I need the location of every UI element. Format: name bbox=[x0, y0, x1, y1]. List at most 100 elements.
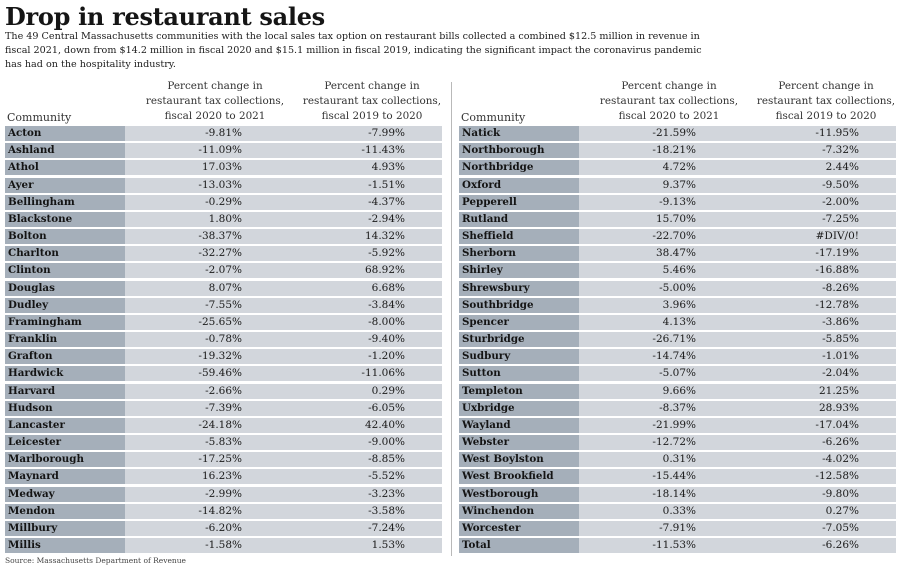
table-body: Natick -21.59% -11.95% Northborough -18.21% -… bbox=[459, 126, 896, 554]
value-fy2020-2021: 3.96% bbox=[662, 298, 696, 311]
table-row: Douglas 8.07% 6.68% bbox=[5, 280, 442, 296]
community-name: West Brookfield bbox=[459, 469, 579, 485]
table-row: Sutton -5.07% -2.04% bbox=[459, 366, 896, 382]
table-row: Athol 17.03% 4.93% bbox=[5, 160, 442, 176]
table-row: Bolton -38.37% 14.32% bbox=[5, 229, 442, 245]
value-fy2020-2021: -5.07% bbox=[659, 367, 696, 380]
table-row: Northborough -18.21% -7.32% bbox=[459, 143, 896, 159]
value-fy2019-2020: -11.95% bbox=[815, 127, 859, 139]
value-fy2020-2021: -2.66% bbox=[205, 384, 242, 397]
value-fy2020-2021: 4.72% bbox=[662, 161, 696, 174]
value-fy2019-2020: 0.29% bbox=[371, 384, 405, 397]
value-fy2020-2021: 38.47% bbox=[655, 247, 696, 260]
table-row: Grafton -19.32% -1.20% bbox=[5, 349, 442, 365]
value-cells: 4.72% 2.44% bbox=[579, 160, 896, 176]
value-fy2020-2021: 4.13% bbox=[662, 315, 696, 328]
value-fy2019-2020: -8.00% bbox=[368, 315, 405, 328]
value-cells: 16.23% -5.52% bbox=[125, 469, 442, 485]
community-name: Bellingham bbox=[5, 194, 125, 210]
value-fy2019-2020: -11.43% bbox=[361, 144, 405, 157]
value-fy2020-2021: -22.70% bbox=[652, 230, 696, 243]
value-fy2019-2020: 4.93% bbox=[371, 161, 405, 174]
value-fy2019-2020: 21.25% bbox=[818, 384, 859, 397]
community-name: Douglas bbox=[5, 280, 125, 296]
value-fy2019-2020: 68.92% bbox=[364, 264, 405, 277]
value-fy2020-2021: -26.71% bbox=[652, 333, 696, 346]
value-fy2019-2020: -4.02% bbox=[822, 453, 859, 466]
value-fy2020-2021: -21.99% bbox=[652, 418, 696, 431]
value-fy2019-2020: -6.05% bbox=[368, 401, 405, 414]
community-name: Acton bbox=[5, 126, 125, 141]
value-cells: -7.91% -7.05% bbox=[579, 520, 896, 536]
table-header: Community Percent change in restaurant t… bbox=[5, 78, 442, 126]
value-fy2020-2021: -59.46% bbox=[198, 367, 242, 380]
value-cells: -2.99% -3.23% bbox=[125, 486, 442, 502]
value-cells: -14.74% -1.01% bbox=[579, 349, 896, 365]
value-fy2019-2020: 42.40% bbox=[364, 418, 405, 431]
table-row: West Brookfield -15.44% -12.58% bbox=[459, 469, 896, 485]
table-row: Hudson -7.39% -6.05% bbox=[5, 400, 442, 416]
value-fy2020-2021: -6.20% bbox=[205, 521, 242, 534]
value-cells: -2.07% 68.92% bbox=[125, 263, 442, 279]
community-name: Bolton bbox=[5, 229, 125, 245]
community-name: Southbridge bbox=[459, 297, 579, 313]
source-note: Source: Massachusetts Department of Reve… bbox=[5, 556, 186, 565]
value-cells: 5.46% -16.88% bbox=[579, 263, 896, 279]
value-cells: -5.00% -8.26% bbox=[579, 280, 896, 296]
community-name: Wayland bbox=[459, 417, 579, 433]
table-row: Shirley 5.46% -16.88% bbox=[459, 263, 896, 279]
value-fy2019-2020: -9.50% bbox=[822, 178, 859, 191]
table-row: Sturbridge -26.71% -5.85% bbox=[459, 332, 896, 348]
value-cells: -1.58% 1.53% bbox=[125, 538, 442, 554]
table-row: Rutland 15.70% -7.25% bbox=[459, 211, 896, 227]
value-fy2019-2020: 28.93% bbox=[818, 401, 859, 414]
value-fy2019-2020: -3.86% bbox=[822, 315, 859, 328]
table-row: Leicester -5.83% -9.00% bbox=[5, 435, 442, 451]
value-cells: 4.13% -3.86% bbox=[579, 314, 896, 330]
value-cells: -18.14% -9.80% bbox=[579, 486, 896, 502]
table-row: Charlton -32.27% -5.92% bbox=[5, 246, 442, 262]
page-title: Drop in restaurant sales bbox=[5, 2, 325, 31]
table-row: Spencer 4.13% -3.86% bbox=[459, 314, 896, 330]
community-name: Templeton bbox=[459, 383, 579, 399]
value-fy2020-2021: -32.27% bbox=[198, 247, 242, 260]
value-fy2019-2020: 14.32% bbox=[364, 230, 405, 243]
header-community: Community bbox=[461, 111, 526, 124]
table-row: Hardwick -59.46% -11.06% bbox=[5, 366, 442, 382]
value-fy2019-2020: 2.44% bbox=[825, 161, 859, 174]
value-cells: -9.13% -2.00% bbox=[579, 194, 896, 210]
community-name: Athol bbox=[5, 160, 125, 176]
column-divider bbox=[451, 82, 452, 556]
community-name: Hardwick bbox=[5, 366, 125, 382]
value-fy2019-2020: -5.92% bbox=[368, 247, 405, 260]
value-fy2020-2021: -11.09% bbox=[198, 144, 242, 157]
value-cells: 0.33% 0.27% bbox=[579, 503, 896, 519]
community-name: Westborough bbox=[459, 486, 579, 502]
community-name: Ashland bbox=[5, 143, 125, 159]
value-fy2020-2021: 15.70% bbox=[655, 212, 696, 225]
value-fy2019-2020: -4.37% bbox=[368, 195, 405, 208]
value-fy2019-2020: -7.24% bbox=[368, 521, 405, 534]
table-row: Mendon -14.82% -3.58% bbox=[5, 503, 442, 519]
value-cells: -6.20% -7.24% bbox=[125, 520, 442, 536]
value-fy2020-2021: -5.83% bbox=[205, 436, 242, 449]
value-fy2019-2020: -11.06% bbox=[361, 367, 405, 380]
value-fy2019-2020: -12.58% bbox=[815, 470, 859, 483]
community-name: Blackstone bbox=[5, 211, 125, 227]
table-body: Acton -9.81% -7.99% Ashland -11.09% -11.43% At… bbox=[5, 126, 442, 554]
community-name: Sherborn bbox=[459, 246, 579, 262]
table-row: Ayer -13.03% -1.51% bbox=[5, 177, 442, 193]
table-row: Blackstone 1.80% -2.94% bbox=[5, 211, 442, 227]
community-name: Hudson bbox=[5, 400, 125, 416]
table-row: Sudbury -14.74% -1.01% bbox=[459, 349, 896, 365]
value-cells: -15.44% -12.58% bbox=[579, 469, 896, 485]
value-fy2020-2021: -9.81% bbox=[205, 127, 242, 139]
value-fy2019-2020: 0.27% bbox=[825, 504, 859, 517]
community-name: Northbridge bbox=[459, 160, 579, 176]
value-fy2019-2020: -1.51% bbox=[368, 178, 405, 191]
value-cells: -17.25% -8.85% bbox=[125, 452, 442, 468]
value-cells: 1.80% -2.94% bbox=[125, 211, 442, 227]
value-fy2020-2021: -38.37% bbox=[198, 230, 242, 243]
community-name: Spencer bbox=[459, 314, 579, 330]
value-cells: -12.72% -6.26% bbox=[579, 435, 896, 451]
